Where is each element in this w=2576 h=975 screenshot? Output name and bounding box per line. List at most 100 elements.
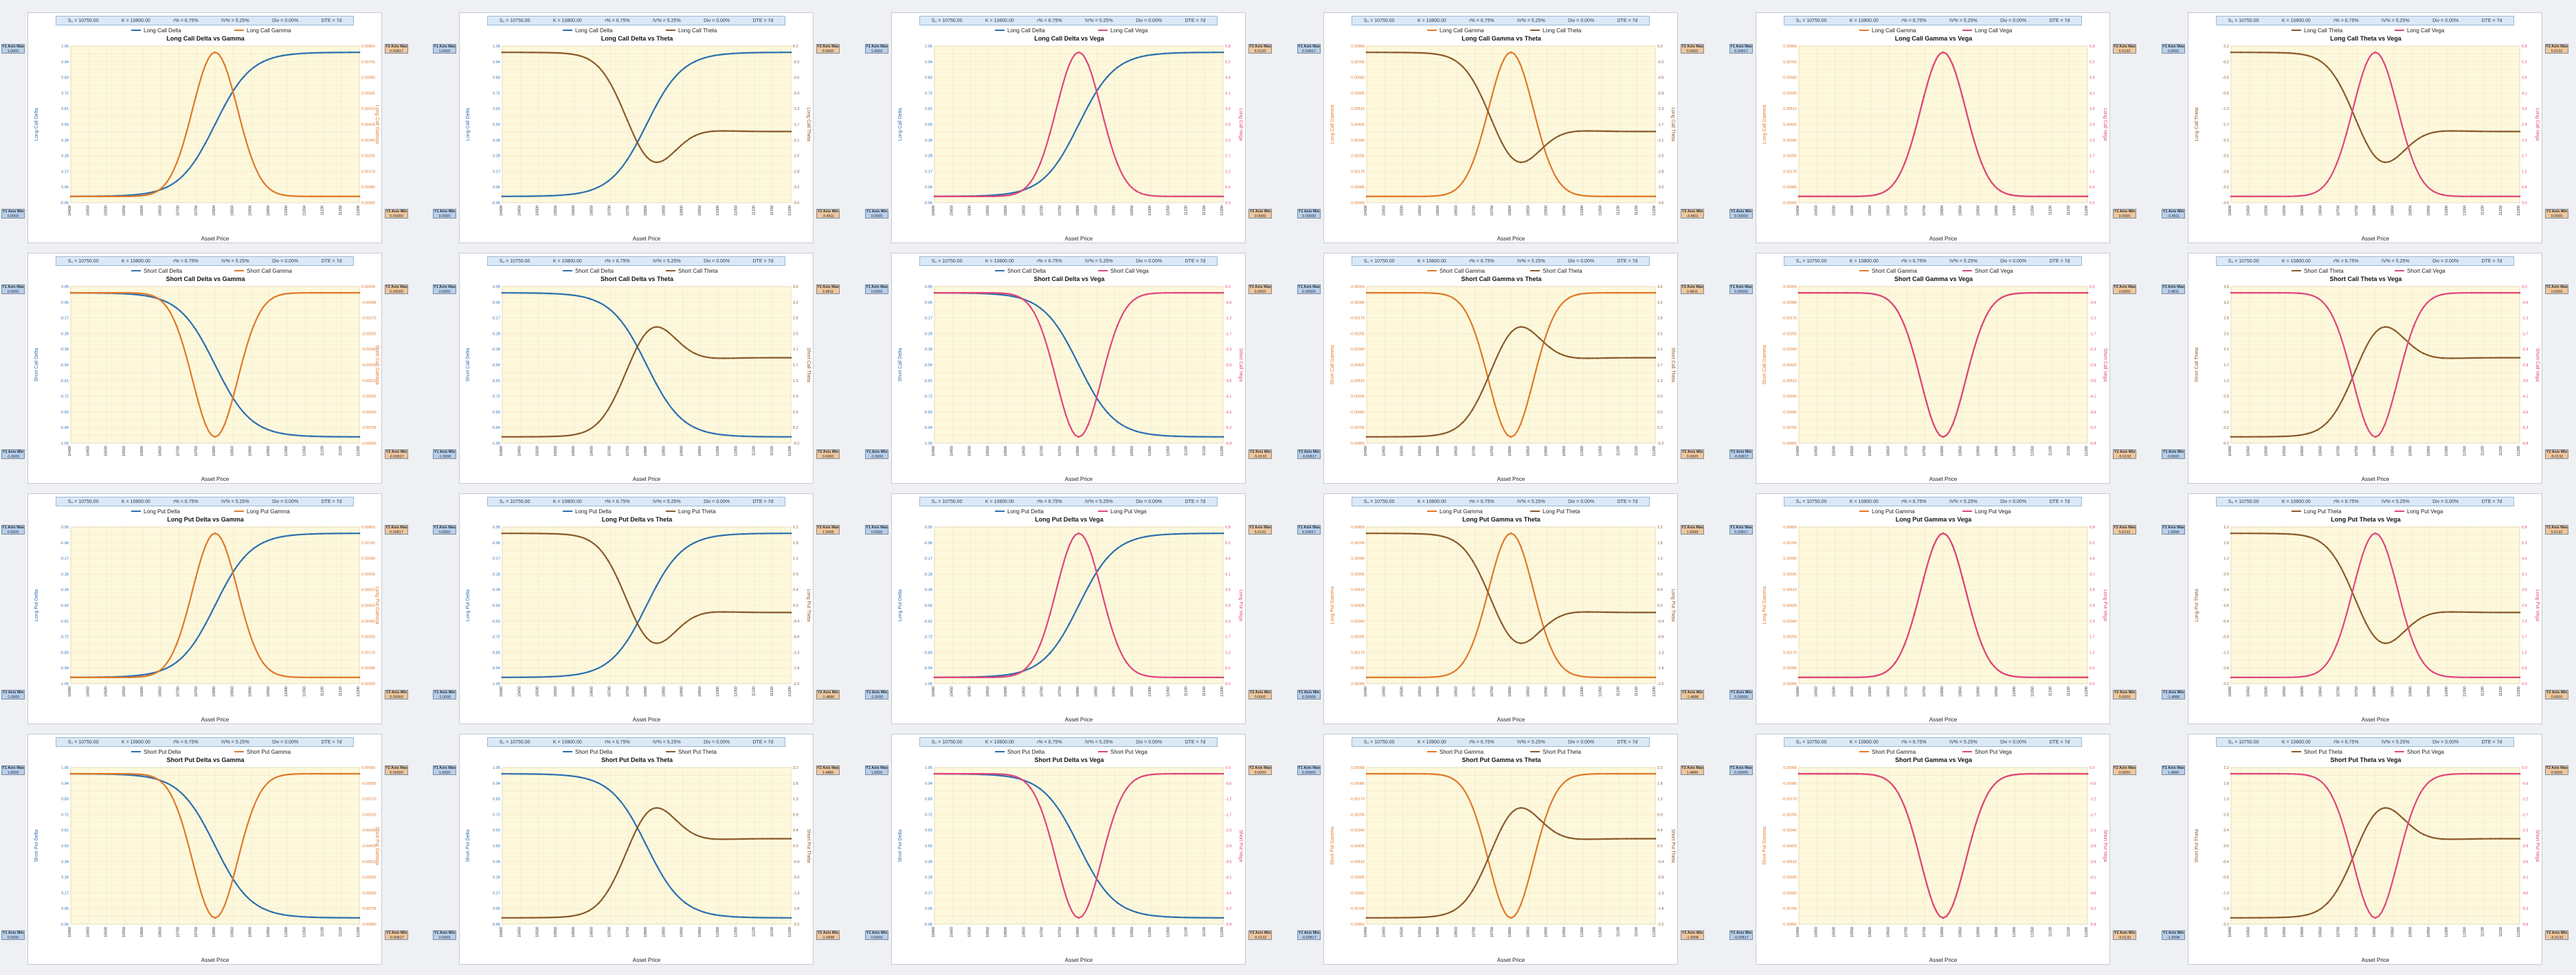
y2-tick-label: 4.1	[2522, 572, 2527, 576]
y1-min-box: Y1 Axis Min -1.0000	[433, 449, 456, 459]
x-tick-label: 11200	[357, 205, 361, 216]
y1-min-box: Y1 Axis Min -0.00817	[1297, 930, 1321, 940]
x-tick-label: 10750	[2355, 205, 2359, 216]
params-header: S₀ = 10750.00 K = 10800.00 r% = 6.75% IV% =…	[1352, 737, 1650, 747]
x-tick-label: 10650	[158, 446, 162, 456]
chart-panel: S₀ = 10750.00 K = 10800.00 r% = 6.75% IV% =…	[27, 253, 382, 484]
x-tick-label: 10400	[500, 205, 504, 216]
x-tick-label: 11200	[357, 446, 361, 456]
x-tick-label: 10600	[572, 205, 576, 216]
x-axis: 10400 10450 10500 10550 10600 10650 10700 10750…	[932, 927, 1224, 937]
x-tick-label: 10600	[572, 446, 576, 456]
y1-axis: 0.00000-0.00085-0.00170-0.00255-0.00340-…	[1782, 766, 1797, 927]
x-tick-label: 11200	[2517, 686, 2521, 697]
grid	[1366, 526, 1656, 684]
y1-axis-label: Short Call Theta	[2195, 348, 2199, 383]
side-box-value: 0.00000	[390, 771, 403, 775]
x-tick-label: 11100	[2481, 686, 2485, 696]
y2-axis: 3.63.22.82.52.11.71.30.90.60.2-0.2	[793, 285, 799, 446]
x-tick-label: 11000	[2013, 446, 2017, 456]
y2-tick-label: -0.6	[1657, 76, 1664, 80]
y1-tick-label: 0.9	[2224, 395, 2229, 399]
legend: Short Call Theta Short Call Vega	[2292, 268, 2445, 274]
x-tick-label: 11200	[788, 927, 792, 937]
y1-tick-label: -0.94	[60, 666, 69, 671]
y1-axis: 0.00000-0.00085-0.00170-0.00255-0.00340-…	[1349, 766, 1365, 927]
y2-axis-label: Short Put Vega	[2103, 829, 2107, 862]
x-tick-label: 10550	[1418, 686, 1422, 697]
x-tick-label: 10900	[249, 446, 253, 456]
x-tick-label: 10900	[1112, 446, 1117, 456]
chart-title: Short Put Gamma vs Theta	[1461, 757, 1541, 763]
x-tick-label: 10650	[2318, 927, 2322, 937]
y2-tick-label: 0.6	[2090, 666, 2095, 671]
y1-tick-label: -0.00425	[1349, 844, 1365, 849]
x-tick-label: 10500	[536, 446, 540, 456]
x-tick-label: 11000	[2013, 205, 2017, 216]
x-tick-label: 10700	[608, 927, 612, 937]
y2-tick-label: -0.9	[793, 636, 799, 640]
y1-tick-label: 0.72	[493, 813, 500, 817]
x-tick-label: 11200	[788, 205, 792, 216]
y1-tick-label: 0.00255	[1783, 155, 1797, 159]
series-line	[1367, 52, 1655, 197]
y2-axis-label: Short Put Vega	[1238, 829, 1243, 862]
y1-tick-label: 1.3	[2224, 557, 2229, 561]
x-tick-label: 11150	[2067, 686, 2071, 696]
x-tick-label: 10600	[1436, 927, 1440, 937]
y1-tick-label: -3.2	[2223, 186, 2229, 190]
x-tick-label: 11150	[1635, 205, 1639, 215]
chart-panel: S₀ = 10750.00 K = 10800.00 r% = 6.75% IV% =…	[2188, 253, 2542, 484]
y2-axis-label: Short Put Gamma	[374, 827, 379, 865]
y2-tick-label: -1.7	[2522, 813, 2528, 817]
params-header: S₀ = 10750.00 K = 10800.00 r% = 6.75% IV% =…	[487, 256, 785, 266]
chart-panel: S₀ = 10750.00 K = 10800.00 r% = 6.75% IV% =…	[1756, 734, 2110, 965]
y2-tick-label: 0.00340	[361, 139, 375, 143]
x-tick-label: 11000	[2445, 446, 2449, 456]
x-tick-label: 10800	[1076, 205, 1080, 216]
param-value: Div = 0.00%	[2432, 739, 2459, 745]
y1-tick-label: -0.00085	[1349, 782, 1365, 786]
chart-panel: S₀ = 10750.00 K = 10800.00 r% = 6.75% IV% =…	[1323, 493, 1678, 724]
y1-min-box: Y1 Axis Min -1.0000	[865, 449, 888, 459]
side-box-value: 0.0000	[2118, 290, 2131, 294]
params-header: S₀ = 10750.00 K = 10800.00 r% = 6.75% IV% =…	[1784, 16, 2082, 25]
y1-tick-label: 0.0	[2224, 844, 2229, 849]
chart-title: Short Call Delta vs Vega	[1033, 276, 1105, 282]
y1-tick-label: 0.00680	[1783, 76, 1797, 80]
x-axis: 10400 10450 10500 10550 10600 10650 10700 10750…	[1364, 205, 1657, 216]
y1-tick-label: -0.61	[60, 620, 69, 624]
y1-tick-label: 0.39	[493, 860, 500, 864]
x-tick-label: 10950	[1130, 927, 1134, 937]
side-box-value: 0.0000	[871, 936, 883, 940]
x-tick-label: 10500	[2265, 446, 2269, 456]
param-value: r% = 6.75%	[2333, 18, 2359, 23]
y1-min-box: Y1 Axis Min -3.4811	[2162, 209, 2185, 218]
chart-panel: S₀ = 10750.00 K = 10800.00 r% = 6.75% IV% =…	[459, 12, 814, 243]
legend: Long Put Delta Long Put Gamma	[131, 508, 290, 515]
y2-max-box: Y2 Axis Max 0.0000	[2113, 284, 2136, 294]
y1-tick-label: -0.9	[2223, 876, 2229, 880]
x-axis: 10400 10450 10500 10550 10600 10650 10700 10750…	[2228, 205, 2521, 216]
y2-axis: 0.00000-0.00085-0.00170-0.00255-0.00340-…	[361, 766, 377, 927]
x-axis: 10400 10450 10500 10550 10600 10650 10700 10750…	[500, 927, 792, 937]
y1-axis: 0.008500.007650.006800.005950.005100.004…	[1783, 45, 1797, 205]
y2-tick-label: 3.5	[1225, 107, 1231, 111]
side-box-value: -1.4886	[821, 695, 835, 699]
y1-tick-label: -0.94	[491, 426, 500, 430]
side-box-value: 0.0000	[7, 530, 19, 535]
chart-title: Long Call Delta vs Vega	[1034, 35, 1105, 42]
param-value: Div = 0.00%	[272, 739, 299, 745]
y1-tick-label: -0.61	[491, 620, 500, 624]
x-tick-label: 10900	[1545, 205, 1549, 216]
x-tick-label: 10600	[1868, 927, 1872, 937]
chart-title: Long Put Gamma vs Vega	[1896, 516, 1973, 523]
x-tick-label: 10800	[212, 927, 216, 937]
y1-tick-label: 0.94	[493, 60, 500, 65]
x-tick-label: 10550	[2283, 446, 2287, 456]
grid	[1798, 45, 2088, 203]
y1-tick-label: -0.00085	[1782, 301, 1797, 305]
y1-tick-label: -0.6	[2223, 76, 2229, 80]
y2-tick-label: -0.6	[2090, 782, 2096, 786]
